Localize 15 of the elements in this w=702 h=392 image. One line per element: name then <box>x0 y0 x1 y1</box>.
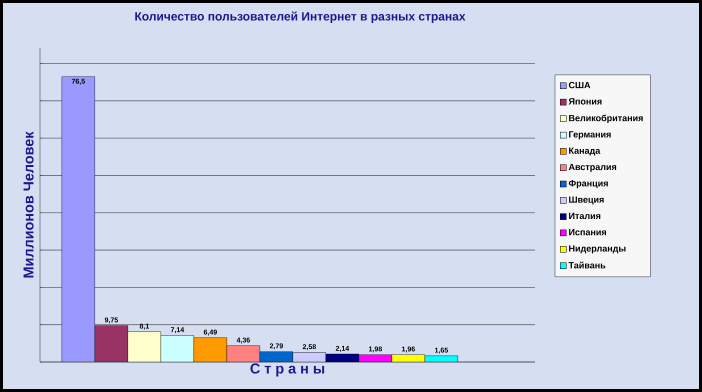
legend-label: США <box>568 82 590 88</box>
legend-label: Великобритания <box>569 114 643 124</box>
legend-label: Нидерланды <box>569 245 626 254</box>
legend-label: Тайвань <box>568 262 606 268</box>
legend-label: Швеция <box>569 196 604 204</box>
legend-label: Франция <box>568 180 608 188</box>
legend-label: Япония <box>568 98 602 105</box>
legend-label: Австралия <box>568 164 616 172</box>
legend-label: Испания <box>569 229 606 236</box>
legend-label: Канада <box>569 148 600 156</box>
legend-label: Италия <box>569 212 600 220</box>
y-axis-title: Миллионов Человек <box>24 132 34 278</box>
legend-label: Германия <box>569 131 611 140</box>
chart-title: Количество пользователей Интернет в разных странах <box>135 12 466 23</box>
x-axis-title: С т р а н ы <box>250 363 324 376</box>
